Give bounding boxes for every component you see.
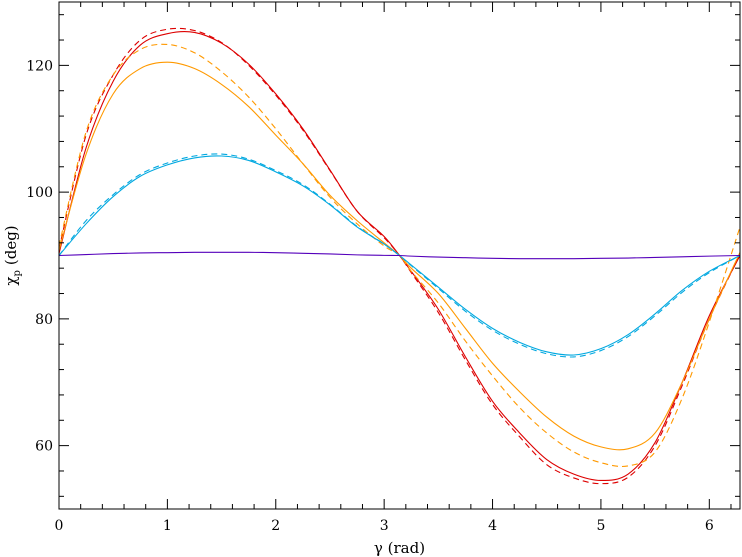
y-axis-label: χp (deg) bbox=[2, 225, 23, 285]
x-tick-label: 1 bbox=[163, 518, 172, 534]
tick-label-layer: 0 1 2 3 4 5 6 60 80 100 120 bbox=[26, 58, 714, 534]
x-tick-label: 0 bbox=[55, 518, 64, 534]
x-tick-label: 5 bbox=[596, 518, 605, 534]
series-layer bbox=[58, 27, 741, 485]
plot-frame bbox=[58, 1, 741, 510]
y-tick-label: 120 bbox=[26, 58, 53, 74]
x-tick-label: 4 bbox=[488, 518, 497, 534]
y-tick-label: 100 bbox=[26, 185, 53, 201]
series-line-6 bbox=[58, 153, 741, 358]
y-axis-label-symbol: χ bbox=[2, 277, 20, 286]
x-tick-label: 3 bbox=[380, 518, 389, 534]
y-axis-label-subscript: p bbox=[12, 270, 23, 276]
y-axis-label-unit: (deg) bbox=[2, 225, 20, 265]
y-tick-label: 80 bbox=[35, 312, 53, 328]
x-tick-label: 2 bbox=[271, 518, 280, 534]
series-line-7 bbox=[58, 251, 741, 260]
x-tick-label: 6 bbox=[705, 518, 714, 534]
tick-layer bbox=[58, 2, 740, 509]
x-axis-label: γ (rad) bbox=[374, 539, 425, 557]
y-tick-label: 60 bbox=[35, 439, 53, 455]
